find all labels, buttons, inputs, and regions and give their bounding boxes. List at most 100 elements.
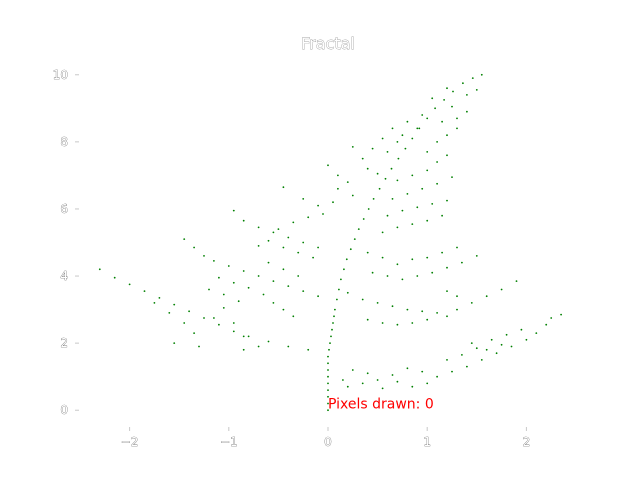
fractal-point — [436, 375, 438, 378]
fractal-point — [351, 194, 354, 197]
fractal-point — [434, 107, 436, 110]
fractal-point — [302, 198, 305, 200]
y-tick-label: 4 — [60, 269, 68, 283]
fractal-point — [545, 323, 548, 326]
fractal-point — [406, 367, 409, 370]
fractal-point — [257, 245, 260, 247]
fractal-point — [262, 293, 265, 296]
fractal-point — [386, 214, 389, 217]
fractal-point — [471, 77, 474, 79]
fractal-point — [272, 280, 275, 282]
fractal-point — [500, 288, 503, 291]
fractal-point — [218, 323, 220, 326]
fractal-point — [337, 187, 339, 190]
fractal-point — [353, 238, 356, 241]
y-tick-label: 8 — [60, 135, 68, 149]
fractal-point — [446, 359, 448, 361]
fractal-point — [327, 164, 329, 167]
fractal-point — [451, 176, 453, 179]
fractal-point — [466, 110, 468, 113]
fractal-point — [346, 291, 349, 294]
fractal-point — [267, 340, 270, 343]
fractal-point — [421, 370, 424, 373]
fractal-point — [376, 379, 379, 381]
fractal-point — [456, 246, 458, 249]
fractal-point — [446, 266, 448, 269]
fractal-point — [378, 187, 381, 190]
fractal-point — [462, 82, 464, 85]
fractal-point — [349, 248, 352, 251]
fractal-point — [397, 157, 400, 160]
fractal-point — [372, 198, 375, 200]
fractal-point — [338, 288, 340, 291]
fractal-point — [426, 117, 429, 120]
fractal-point — [470, 342, 473, 344]
fractal-point — [525, 338, 528, 341]
fractal-point — [183, 238, 186, 241]
fractal-point — [342, 379, 344, 381]
fractal-point — [332, 201, 334, 204]
x-tick-label: −1 — [220, 435, 238, 449]
fractal-point — [461, 354, 463, 356]
fractal-point — [232, 281, 235, 284]
pixels-drawn-label: Pixels drawn: 0 — [328, 397, 434, 413]
x-tick-label: −2 — [121, 435, 139, 449]
fractal-point — [257, 275, 260, 277]
fractal-point — [421, 310, 424, 313]
fractal-point — [406, 193, 409, 195]
fractal-point — [411, 385, 414, 388]
fractal-point — [287, 285, 290, 287]
fractal-point — [426, 382, 429, 385]
fractal-point — [346, 385, 349, 388]
fractal-point — [340, 278, 342, 281]
fractal-point — [431, 97, 434, 100]
fractal-point — [396, 323, 399, 326]
fractal-point — [401, 278, 404, 281]
fractal-point — [475, 255, 478, 257]
fractal-point — [436, 182, 438, 185]
y-axis-ticks: 0 2 4 6 8 10 — [52, 67, 79, 418]
fractal-point — [431, 271, 434, 274]
fractal-point — [327, 375, 329, 378]
fractal-point — [426, 318, 429, 321]
fractal-point — [317, 246, 319, 249]
fractal-point — [426, 151, 429, 153]
x-tick-label: 1 — [423, 435, 431, 449]
fractal-point — [396, 226, 399, 229]
fractal-point — [366, 167, 369, 170]
fractal-point — [441, 251, 443, 254]
fractal-point — [198, 345, 200, 348]
fractal-points — [98, 73, 562, 412]
fractal-point — [456, 308, 458, 311]
fractal-point — [332, 322, 334, 324]
fractal-point — [366, 251, 369, 254]
fractal-point — [376, 302, 379, 304]
fractal-point — [461, 261, 463, 264]
fractal-point — [396, 141, 399, 143]
fractal-point — [396, 179, 399, 182]
fractal-point — [401, 134, 404, 137]
fractal-point — [213, 317, 215, 319]
fractal-point — [550, 317, 553, 319]
fractal-point — [282, 268, 285, 271]
fractal-point — [232, 209, 235, 212]
fractal-point — [520, 328, 523, 331]
fractal-point — [345, 258, 348, 261]
fractal-point — [436, 141, 438, 143]
fractal-point — [322, 213, 324, 215]
fractal-point — [218, 276, 220, 279]
fractal-point — [456, 127, 458, 130]
fractal-point — [390, 167, 393, 170]
fractal-point — [485, 348, 488, 351]
fractal-point — [277, 228, 280, 231]
fractal-point — [327, 369, 329, 371]
fractal-point — [330, 335, 332, 338]
fractal-point — [247, 286, 250, 289]
fractal-point — [381, 231, 384, 234]
fractal-point — [153, 302, 156, 304]
fractal-point — [292, 221, 295, 224]
fractal-point — [317, 295, 319, 298]
fractal-point — [367, 208, 370, 210]
fractal-point — [391, 374, 394, 376]
fractal-point — [443, 99, 445, 101]
